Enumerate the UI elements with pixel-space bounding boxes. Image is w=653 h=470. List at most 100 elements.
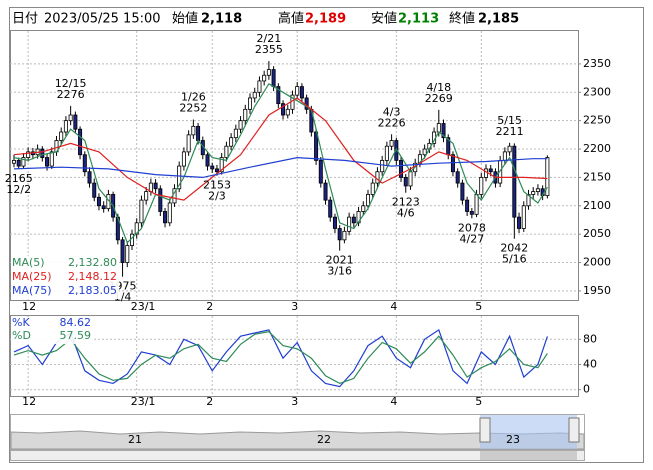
- candle-body: [247, 97, 252, 110]
- candle-body: [276, 86, 281, 105]
- x-tick-label: 12: [22, 395, 36, 408]
- annotation-date: 4/3: [383, 105, 401, 118]
- candle-body: [365, 194, 370, 207]
- candle-body: [526, 194, 531, 207]
- candle-body: [502, 151, 507, 161]
- candle-body: [153, 182, 158, 190]
- x-tick-label: 23/1: [131, 395, 156, 408]
- candle-body: [436, 123, 441, 133]
- high: 2,189: [305, 12, 346, 27]
- legend-name: %K: [12, 316, 30, 329]
- candle-body: [233, 128, 238, 139]
- y-tick-label: 2250: [583, 114, 611, 127]
- candle-body: [323, 182, 328, 201]
- plot-layer: 1950200020502100215022002250230023502165…: [5, 31, 611, 408]
- candle-body: [380, 159, 385, 173]
- annotation-date: 12/2: [6, 183, 31, 196]
- candle-body: [332, 216, 337, 229]
- legend-value: 2,183.05: [68, 284, 117, 297]
- candle-body: [45, 157, 50, 167]
- frame: [9, 7, 644, 463]
- candle-body: [134, 222, 139, 235]
- date-label: 日付: [12, 12, 38, 27]
- x-tick-label: 12: [22, 300, 36, 313]
- y-tick-label: 2150: [583, 170, 611, 183]
- candle-body: [16, 159, 21, 167]
- candle-body: [177, 165, 182, 190]
- candle-body: [399, 159, 404, 178]
- candle-body: [262, 74, 267, 82]
- candle-body: [285, 108, 290, 116]
- open: 2,118: [201, 12, 242, 27]
- x-tick-label: 4: [390, 395, 397, 408]
- candle-body: [512, 145, 517, 218]
- candle-body: [257, 80, 262, 93]
- candle-body: [120, 239, 125, 263]
- navigator-window[interactable]: [480, 415, 577, 449]
- legend-value: 57.59: [60, 329, 92, 342]
- candle-body: [186, 134, 191, 153]
- candle-body: [351, 216, 356, 224]
- date: 2023/05/25 15:00: [44, 12, 161, 27]
- candle-body: [342, 230, 347, 241]
- candle-body: [87, 171, 92, 184]
- series-line: [13, 156, 548, 179]
- series-line: [13, 328, 548, 388]
- candle-body: [469, 211, 474, 215]
- annotation-date: 2/3: [208, 190, 226, 203]
- navigator-handle-right[interactable]: [568, 417, 580, 443]
- x-tick-label: 5: [475, 300, 482, 313]
- candle-body: [163, 211, 168, 224]
- candle-body: [422, 148, 427, 156]
- candle-body: [252, 91, 257, 99]
- candle-body: [238, 120, 243, 130]
- candle-body: [521, 205, 526, 229]
- annotation-date: 5/16: [502, 253, 527, 266]
- candle-body: [408, 171, 413, 187]
- annotation-price: 2021: [326, 254, 354, 267]
- legend-value: 2,132.80: [68, 256, 117, 269]
- candle-body: [384, 145, 389, 161]
- annotation-price: 2123: [392, 196, 420, 209]
- candle-body: [337, 228, 342, 241]
- candle-body: [11, 159, 16, 164]
- legend-name: %D: [12, 329, 31, 342]
- series-line: [13, 331, 548, 385]
- annotation-date: 4/18: [426, 81, 451, 94]
- candle-body: [535, 188, 540, 193]
- annotation-date: 4/6: [397, 207, 415, 220]
- candle-body: [59, 131, 64, 141]
- y-tick-label: 2200: [583, 142, 611, 155]
- candle-body: [295, 86, 300, 96]
- annotation-price: 2276: [57, 88, 85, 101]
- candle-body: [158, 188, 163, 212]
- candle-body: [78, 128, 83, 156]
- price-panel: [10, 30, 579, 301]
- annotation-date: 5/15: [497, 114, 522, 127]
- candle-body: [281, 103, 286, 116]
- scrollbar[interactable]: [10, 450, 585, 461]
- candle-body: [455, 171, 460, 184]
- candle-body: [101, 205, 106, 210]
- x-tick-label: 4: [390, 300, 397, 313]
- candle-body: [266, 69, 271, 76]
- candle-body: [210, 165, 215, 170]
- candle-body: [403, 177, 408, 187]
- candle-body: [507, 145, 512, 153]
- close: 2,185: [478, 12, 519, 27]
- y-tick-label: 2350: [583, 57, 611, 70]
- scrollbar-thumb[interactable]: [480, 451, 577, 460]
- candle-body: [479, 177, 484, 195]
- candle-body: [347, 216, 352, 232]
- candle-body: [299, 86, 304, 99]
- navigator-handle-left[interactable]: [479, 417, 491, 443]
- candle-body: [517, 216, 522, 229]
- candle-body: [483, 168, 488, 178]
- candle-body: [40, 148, 45, 158]
- high-label: 高値: [278, 11, 304, 27]
- annotation-price: 2042: [500, 242, 528, 255]
- annotation-date: 1/26: [181, 91, 206, 104]
- y-tick-label: 0: [583, 383, 590, 396]
